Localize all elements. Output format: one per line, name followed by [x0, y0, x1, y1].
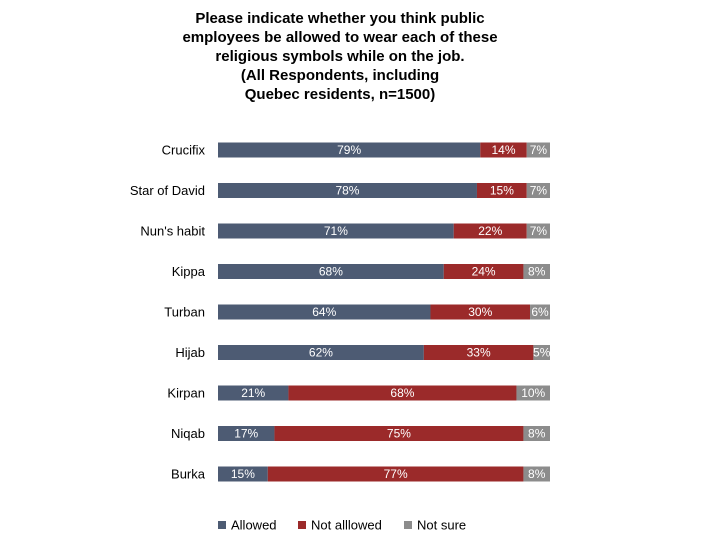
bar-segment [218, 183, 477, 198]
category-label: Crucifix [162, 143, 206, 158]
data-label: 79% [337, 143, 361, 157]
category-label: Kirpan [167, 386, 205, 401]
data-label: 78% [335, 184, 359, 198]
data-label: 8% [528, 427, 546, 441]
bar-segment [267, 466, 524, 482]
data-label: 64% [312, 305, 336, 319]
category-label: Niqab [171, 426, 205, 441]
bar-segment [430, 304, 531, 320]
category-label: Kippa [172, 264, 206, 279]
bar-segment [218, 345, 424, 360]
bar-segment [218, 223, 454, 239]
category-label: Turban [164, 305, 205, 320]
data-label: 14% [492, 143, 516, 157]
data-label: 7% [530, 184, 548, 198]
bar-segment [523, 264, 550, 279]
bar-segment [453, 223, 527, 239]
bar-segment [218, 385, 289, 401]
data-label: 33% [467, 346, 491, 360]
title-line: Please indicate whether you think public [195, 10, 485, 27]
title-line: employees be allowed to wear each of the… [182, 29, 498, 46]
title-line: (All Respondents, including [240, 67, 440, 84]
bar-segment [526, 142, 550, 158]
data-label: 15% [490, 184, 514, 198]
bar-segment [423, 345, 534, 360]
data-label: 15% [231, 467, 255, 481]
bar-segment [526, 223, 550, 239]
data-label: 8% [528, 265, 546, 279]
bar-segment [288, 385, 517, 401]
bar-segment [218, 264, 444, 279]
category-label: Nun's habit [140, 224, 205, 239]
data-label: 7% [530, 143, 548, 157]
data-label: 22% [478, 224, 502, 238]
data-label: 30% [468, 305, 492, 319]
bar-segment [218, 426, 275, 441]
title-line: religious symbols while on the job. [215, 48, 465, 65]
legend-label: Allowed [231, 518, 277, 533]
data-label: 24% [472, 265, 496, 279]
legend-swatch [218, 521, 226, 529]
bar-segment [480, 142, 527, 158]
bar-segment [218, 142, 481, 158]
data-label: 21% [241, 386, 265, 400]
data-label: 8% [528, 467, 546, 481]
data-label: 71% [324, 224, 348, 238]
bar-segment [526, 183, 550, 198]
data-label: 77% [384, 467, 408, 481]
chart-title: Please indicate whether you think public… [150, 9, 530, 104]
data-label: 17% [234, 427, 258, 441]
data-label: 6% [531, 305, 549, 319]
bar-segment [533, 345, 550, 360]
data-label: 75% [387, 427, 411, 441]
bar-segment [516, 385, 550, 401]
category-label: Burka [171, 467, 206, 482]
bar-segment [530, 304, 550, 320]
data-label: 68% [319, 265, 343, 279]
data-label: 7% [530, 224, 548, 238]
title-line: Quebec residents, n=1500) [244, 86, 436, 103]
data-label: 5% [533, 346, 551, 360]
category-label: Hijab [175, 345, 205, 360]
legend-label: Not sure [417, 518, 466, 533]
legend-swatch [404, 521, 412, 529]
bar-segment [523, 466, 550, 482]
bar-segment [218, 304, 431, 320]
bar-segment [443, 264, 524, 279]
legend-label: Not alllowed [311, 518, 382, 533]
bar-segment [218, 466, 268, 482]
bar-segment [274, 426, 524, 441]
bar-segment [476, 183, 527, 198]
bar-segment [523, 426, 550, 441]
category-label: Star of David [130, 183, 205, 198]
data-label: 10% [521, 386, 545, 400]
legend-swatch [298, 521, 306, 529]
data-label: 62% [309, 346, 333, 360]
data-label: 68% [390, 386, 414, 400]
